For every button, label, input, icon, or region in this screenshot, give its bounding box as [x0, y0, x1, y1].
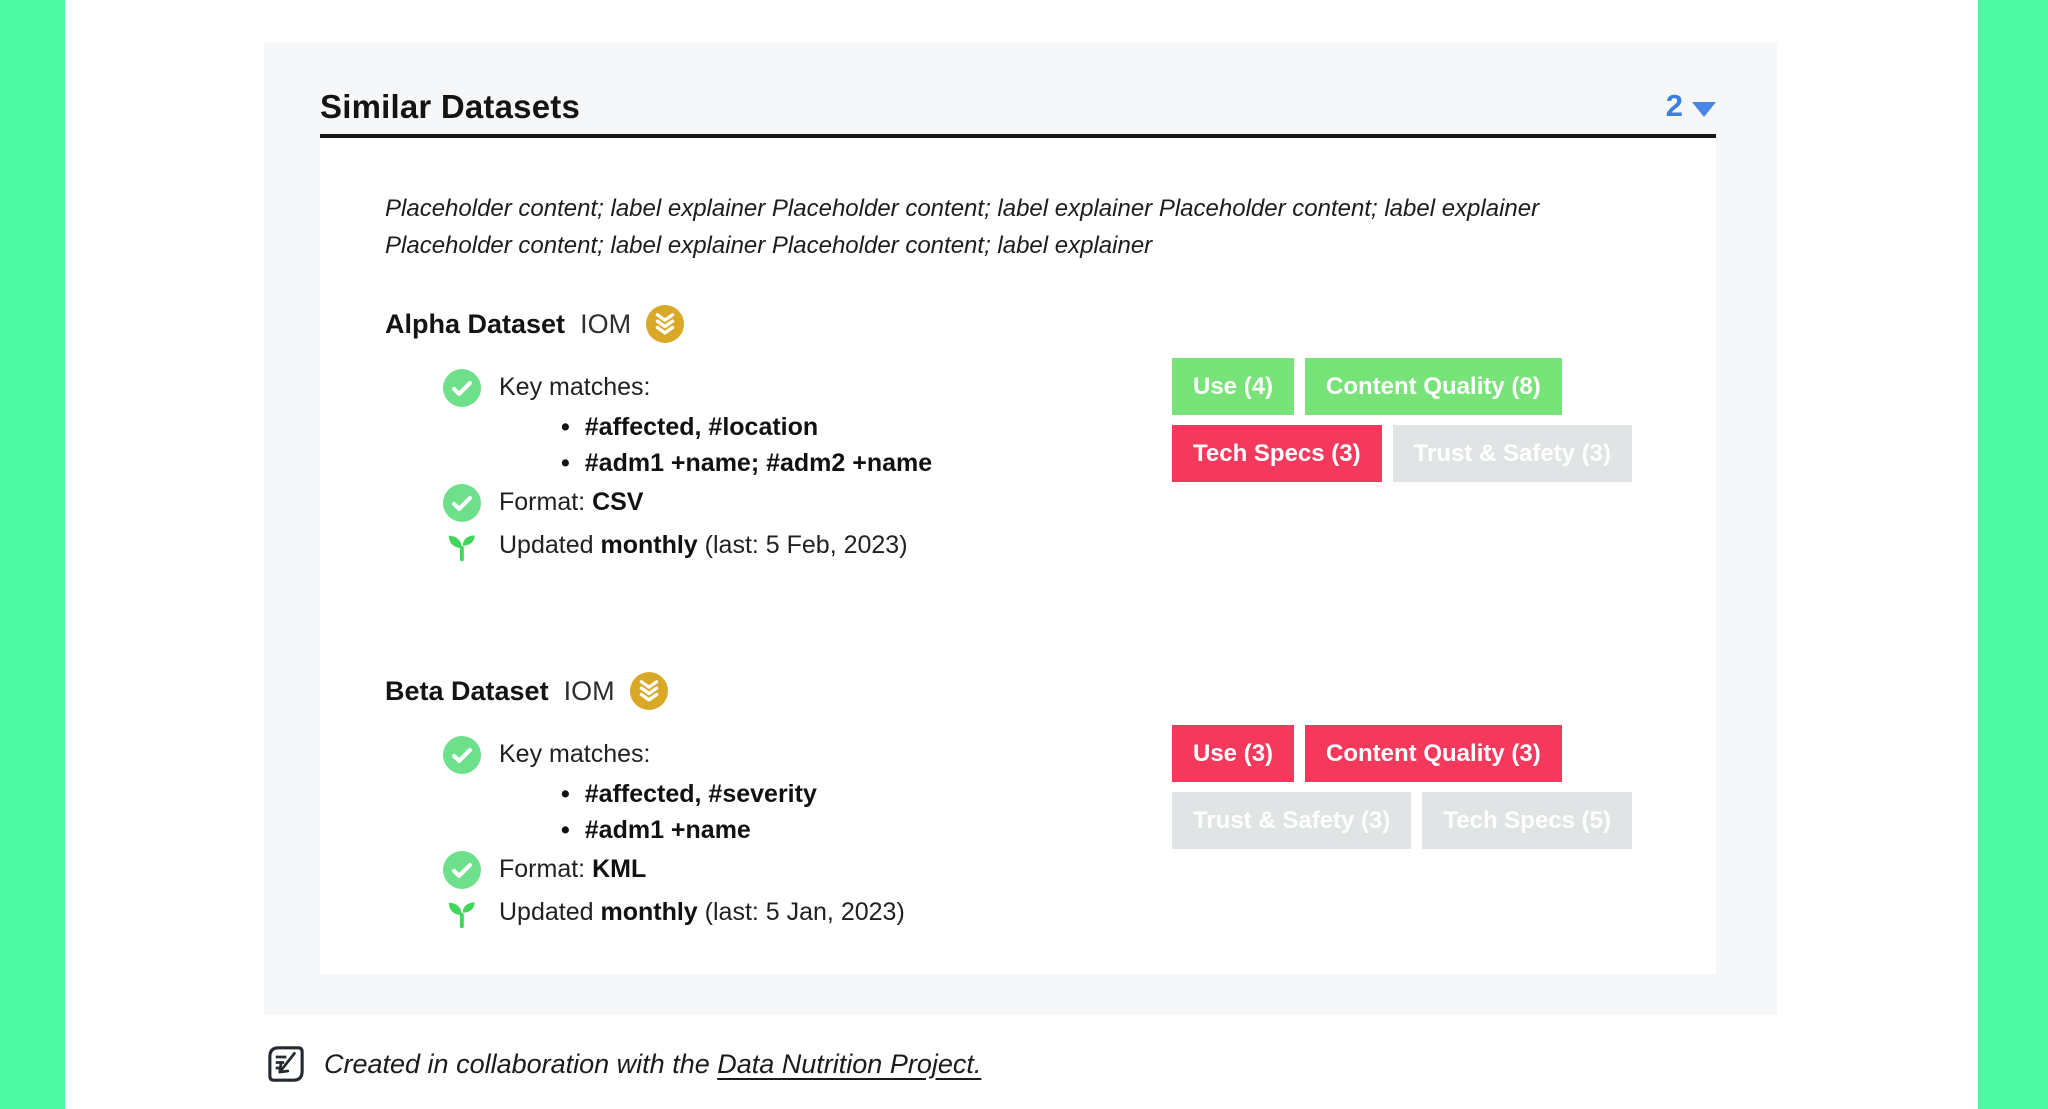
- footer-text-prefix: Created in collaboration with the: [324, 1048, 710, 1079]
- badge-tech-specs[interactable]: Tech Specs (3): [1172, 425, 1382, 483]
- panel-description: Placeholder content; label explainer Pla…: [385, 195, 1540, 260]
- dataset-count: 2: [1665, 88, 1683, 123]
- dnp-link[interactable]: Data Nutrition Project.: [717, 1048, 982, 1079]
- updated-suffix: (last: 5 Jan, 2023): [704, 898, 905, 927]
- score-badges: Use (3) Content Quality (3) Trust & Safe…: [1172, 725, 1782, 859]
- panel-header: Similar Datasets 2: [320, 88, 1716, 138]
- dataset-org: IOM: [563, 675, 615, 706]
- updated-text: Updated monthly (last: 5 Feb, 2023): [499, 531, 908, 560]
- badge-trust-safety[interactable]: Trust & Safety (3): [1392, 425, 1633, 483]
- match-item: #affected, #location: [561, 409, 1105, 445]
- matches-list: #affected, #location #adm1 +name; #adm2 …: [385, 409, 1105, 481]
- seedling-icon: [443, 894, 481, 932]
- dataset-name: Beta Dataset: [385, 675, 549, 706]
- format-row: Format: CSV: [385, 481, 1105, 524]
- updated-suffix: (last: 5 Feb, 2023): [704, 531, 908, 560]
- badge-row: Use (4) Content Quality (8): [1172, 358, 1782, 416]
- badge-content-quality[interactable]: Content Quality (8): [1305, 358, 1562, 416]
- check-circle-icon: [443, 735, 481, 774]
- updated-row: Updated monthly (last: 5 Jan, 2023): [385, 891, 1105, 934]
- updated-prefix: Updated: [499, 531, 594, 560]
- badge-content-quality[interactable]: Content Quality (3): [1305, 725, 1562, 783]
- key-matches-row: Key matches:: [385, 733, 1105, 776]
- key-matches-label: Key matches:: [499, 740, 651, 769]
- match-item: #adm1 +name; #adm2 +name: [561, 445, 1105, 481]
- left-accent-bar: [0, 0, 65, 1109]
- key-matches-row: Key matches:: [385, 366, 1105, 409]
- badge-use[interactable]: Use (4): [1172, 358, 1295, 416]
- format-label: Format:: [499, 488, 586, 517]
- dataset-details: Key matches: #affected, #severity #adm1 …: [385, 733, 1105, 934]
- dataset-heading: Alpha Dataset IOM: [385, 305, 1646, 344]
- badge-tech-specs[interactable]: Tech Specs (5): [1422, 792, 1633, 850]
- updated-prefix: Updated: [499, 898, 594, 927]
- dataset-details: Key matches: #affected, #location #adm1 …: [385, 366, 1105, 567]
- dataset-card-beta: Beta Dataset IOM: [385, 672, 1646, 934]
- panel-title: Similar Datasets: [320, 88, 580, 125]
- key-matches-label: Key matches:: [499, 373, 651, 402]
- dataset-body: Key matches: #affected, #severity #adm1 …: [385, 725, 1646, 934]
- match-item: #adm1 +name: [561, 812, 1105, 848]
- chevron-down-icon: [1692, 101, 1716, 117]
- seedling-icon: [443, 527, 481, 565]
- dataset-org: IOM: [580, 308, 632, 339]
- badge-row: Trust & Safety (3) Tech Specs (5): [1172, 792, 1782, 850]
- similar-datasets-panel: Similar Datasets 2 Placeholder content; …: [264, 43, 1777, 1015]
- check-circle-icon: [443, 483, 481, 522]
- updated-frequency: monthly: [600, 898, 698, 927]
- check-circle-icon: [443, 850, 481, 889]
- dataset-body: Key matches: #affected, #location #adm1 …: [385, 358, 1646, 567]
- org-verified-seal-icon: [629, 672, 668, 711]
- org-verified-seal-icon: [646, 305, 685, 344]
- format-value: KML: [592, 855, 647, 884]
- updated-row: Updated monthly (last: 5 Feb, 2023): [385, 524, 1105, 567]
- updated-frequency: monthly: [600, 531, 698, 560]
- footer-attribution: Created in collaboration with the Data N…: [264, 1042, 981, 1086]
- right-accent-bar: [1978, 0, 2048, 1109]
- match-item: #affected, #severity: [561, 776, 1105, 812]
- format-label: Format:: [499, 855, 586, 884]
- format-text: Format: KML: [499, 855, 646, 884]
- badge-trust-safety[interactable]: Trust & Safety (3): [1172, 792, 1412, 850]
- badge-use[interactable]: Use (3): [1172, 725, 1295, 783]
- data-nutrition-project-logo-icon: [264, 1042, 308, 1086]
- dataset-name: Alpha Dataset: [385, 308, 566, 339]
- format-value: CSV: [592, 488, 644, 517]
- dataset-card-alpha: Alpha Dataset IOM: [385, 305, 1646, 567]
- check-circle-icon: [443, 368, 481, 407]
- format-text: Format: CSV: [499, 488, 643, 517]
- format-row: Format: KML: [385, 848, 1105, 891]
- footer-text: Created in collaboration with the Data N…: [324, 1049, 981, 1080]
- similar-datasets-card: Placeholder content; label explainer Pla…: [320, 138, 1716, 975]
- dataset-count-dropdown[interactable]: 2: [1666, 88, 1716, 126]
- score-badges: Use (4) Content Quality (8) Tech Specs (…: [1172, 358, 1782, 492]
- badge-row: Tech Specs (3) Trust & Safety (3): [1172, 425, 1782, 483]
- badge-row: Use (3) Content Quality (3): [1172, 725, 1782, 783]
- dataset-heading: Beta Dataset IOM: [385, 672, 1646, 711]
- matches-list: #affected, #severity #adm1 +name: [385, 776, 1105, 848]
- updated-text: Updated monthly (last: 5 Jan, 2023): [499, 898, 905, 927]
